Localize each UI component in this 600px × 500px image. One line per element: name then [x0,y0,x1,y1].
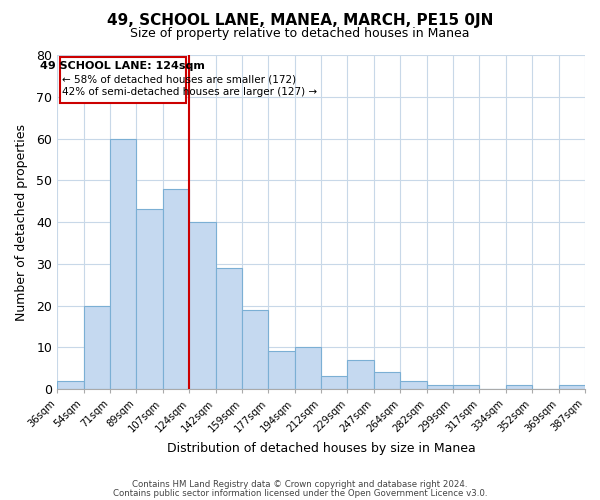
Bar [215,268,242,389]
Bar [506,385,532,389]
Text: Contains HM Land Registry data © Crown copyright and database right 2024.: Contains HM Land Registry data © Crown c… [132,480,468,489]
Bar [242,310,268,389]
Text: 49 SCHOOL LANE: 124sqm: 49 SCHOOL LANE: 124sqm [40,62,205,72]
Bar [559,385,585,389]
Text: Contains public sector information licensed under the Open Government Licence v3: Contains public sector information licen… [113,489,487,498]
FancyBboxPatch shape [60,57,186,103]
Text: 49, SCHOOL LANE, MANEA, MARCH, PE15 0JN: 49, SCHOOL LANE, MANEA, MARCH, PE15 0JN [107,12,493,28]
Bar [83,306,110,389]
Y-axis label: Number of detached properties: Number of detached properties [15,124,28,320]
Bar [427,385,453,389]
Text: 42% of semi-detached houses are larger (127) →: 42% of semi-detached houses are larger (… [62,87,317,97]
Bar [136,210,163,389]
Bar [110,138,136,389]
Bar [295,348,321,389]
Bar [163,188,189,389]
Bar [268,352,295,389]
Bar [453,385,479,389]
Text: Size of property relative to detached houses in Manea: Size of property relative to detached ho… [130,28,470,40]
Text: ← 58% of detached houses are smaller (172): ← 58% of detached houses are smaller (17… [62,74,296,85]
Bar [374,372,400,389]
Bar [347,360,374,389]
Bar [57,380,83,389]
Bar [400,380,427,389]
Bar [321,376,347,389]
Bar [189,222,215,389]
X-axis label: Distribution of detached houses by size in Manea: Distribution of detached houses by size … [167,442,475,455]
